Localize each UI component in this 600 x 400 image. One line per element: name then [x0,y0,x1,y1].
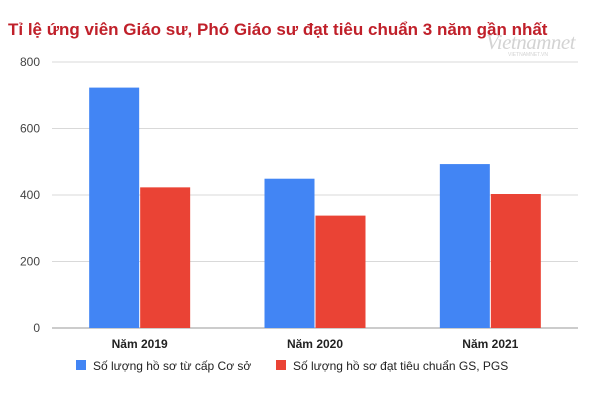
bar-1-2 [264,178,315,328]
legend-swatch [276,360,286,370]
bar-1-3 [439,164,490,328]
legend: Số lượng hồ sơ từ cấp Cơ sở Số lượng hồ s… [76,359,508,373]
bars [89,87,541,328]
watermark-logo: Vietnamnet [486,30,576,54]
legend-swatch [76,360,86,370]
y-tick-label: 800 [20,55,40,69]
gridlines [52,61,578,329]
y-tick-label: 0 [33,321,40,335]
bar-1-1 [89,87,140,328]
y-axis-ticks: 0 200 400 600 800 [20,55,40,335]
bar-2-2 [315,215,366,328]
x-category-label: Năm 2019 [112,337,168,351]
y-tick-label: 200 [20,255,40,269]
chart-title: Tỉ lệ ứng viên Giáo sư, Phó Giáo sư đạt … [8,20,548,39]
x-category-label: Năm 2020 [287,337,343,351]
legend-label: Số lượng hồ sơ từ cấp Cơ sở [93,359,251,373]
bar-2-3 [490,194,541,328]
y-tick-label: 400 [20,188,40,202]
x-axis-categories: Năm 2019 Năm 2020 Năm 2021 [112,337,519,351]
x-category-label: Năm 2021 [462,337,518,351]
bar-2-1 [140,187,191,328]
y-tick-label: 600 [20,122,40,136]
watermark-url: VIETNAMNET.VN [508,52,549,58]
legend-label: Số lượng hồ sơ đạt tiêu chuẩn GS, PGS [293,359,508,373]
